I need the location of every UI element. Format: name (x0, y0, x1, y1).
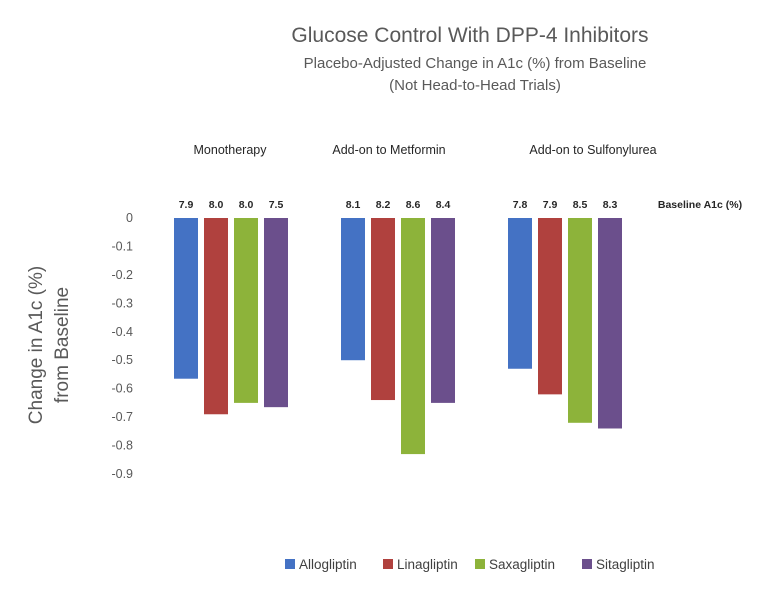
legend-swatch (285, 559, 295, 569)
y-tick-label: -0.3 (111, 296, 133, 310)
y-tick-label: -0.1 (111, 239, 133, 253)
chart-title: Glucose Control With DPP-4 Inhibitors (291, 24, 648, 47)
chart-subtitle-line-1: Placebo-Adjusted Change in A1c (%) from … (304, 55, 647, 72)
baseline-values: 7.9 8.1 7.8 8.0 8.2 7.9 8.0 8.6 8.5 7.5 8.4 8.3 (179, 199, 618, 211)
bar (204, 218, 228, 415)
legend-item: Allogliptin (285, 557, 357, 572)
baseline-value: 8.5 (573, 199, 588, 211)
baseline-value: 8.3 (603, 199, 618, 211)
y-tick-label: -0.9 (111, 467, 133, 481)
bar (508, 218, 532, 369)
bar (234, 218, 258, 403)
y-tick-label: -0.7 (111, 410, 133, 424)
bar (598, 218, 622, 429)
baseline-value: 8.2 (376, 199, 391, 211)
y-tick-label: -0.4 (111, 325, 133, 339)
baseline-value: 7.8 (513, 199, 528, 211)
y-axis-label-line-1: Change in A1c (%) (26, 266, 47, 424)
baseline-value: 7.9 (543, 199, 558, 211)
category-label: Monotherapy (194, 143, 268, 157)
baseline-value: 7.5 (269, 199, 284, 211)
baseline-value: 7.9 (179, 199, 194, 211)
category-labels: Monotherapy Add-on to Metformin Add-on to … (194, 143, 657, 157)
baseline-a1c-label: Baseline A1c (%) (658, 199, 742, 211)
baseline-value: 8.0 (209, 199, 224, 211)
legend-item: Linagliptin (383, 557, 458, 572)
bar (568, 218, 592, 423)
baseline-value: 8.1 (346, 199, 361, 211)
category-label: Add-on to Sulfonylurea (529, 143, 656, 157)
baseline-value: 8.0 (239, 199, 254, 211)
legend-swatch (582, 559, 592, 569)
bar (431, 218, 455, 403)
baseline-value: 8.4 (436, 199, 451, 211)
bar (341, 218, 365, 361)
legend-label: Sitagliptin (596, 557, 655, 572)
y-axis: 0 -0.1 -0.2 -0.3 -0.4 -0.5 -0.6 -0.7 -0.8 -0.9 (111, 211, 133, 481)
y-tick-label: -0.2 (111, 268, 133, 282)
legend-label: Allogliptin (299, 557, 357, 572)
bar (401, 218, 425, 455)
legend-item: Saxagliptin (475, 557, 555, 572)
y-axis-label-line-2: from Baseline (52, 287, 73, 403)
bar (264, 218, 288, 408)
bars (174, 218, 622, 455)
baseline-value: 8.6 (406, 199, 421, 211)
chart-subtitle-line-2: (Not Head-to-Head Trials) (389, 77, 561, 94)
category-label: Add-on to Metformin (332, 143, 445, 157)
legend: Allogliptin Linagliptin Saxagliptin Sitagli… (285, 557, 655, 572)
legend-label: Saxagliptin (489, 557, 555, 572)
legend-swatch (383, 559, 393, 569)
bar (174, 218, 198, 379)
bar (538, 218, 562, 395)
y-tick-label: 0 (126, 211, 133, 225)
y-tick-label: -0.5 (111, 353, 133, 367)
legend-label: Linagliptin (397, 557, 458, 572)
bar (371, 218, 395, 401)
y-tick-label: -0.8 (111, 439, 133, 453)
y-tick-label: -0.6 (111, 382, 133, 396)
legend-swatch (475, 559, 485, 569)
legend-item: Sitagliptin (582, 557, 655, 572)
